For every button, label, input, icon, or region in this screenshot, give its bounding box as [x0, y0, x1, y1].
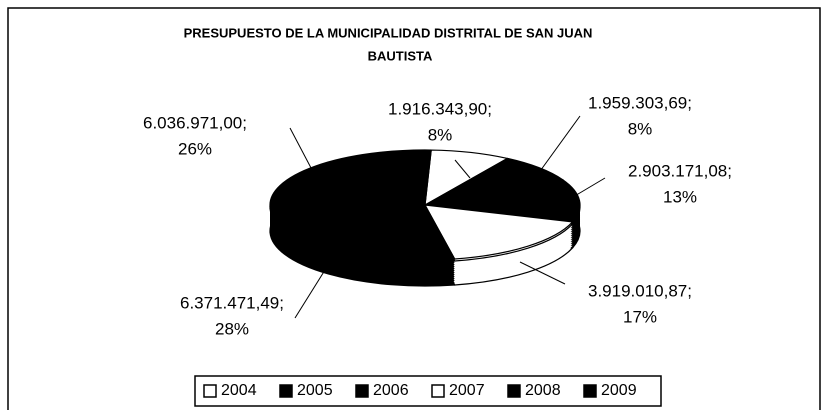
legend-label: 2008: [525, 382, 561, 399]
legend-swatch: [203, 384, 217, 398]
leader-line: [567, 177, 606, 201]
leader-line: [519, 261, 566, 285]
data-label: 28%: [215, 319, 249, 338]
data-label: 3.919.010,87;: [588, 281, 692, 300]
data-label: 1.916.343,90;: [388, 99, 492, 118]
data-label: 8%: [428, 125, 453, 144]
chart-title: BAUTISTA: [368, 48, 433, 63]
slice: [269, 149, 432, 208]
data-label: 2.903.171,08;: [628, 161, 732, 180]
data-label: 1.959.303,69;: [588, 93, 692, 112]
legend-swatch: [355, 384, 369, 398]
data-label: 6.036.971,00;: [143, 113, 247, 132]
slice: [269, 204, 456, 261]
data-label: 8%: [628, 119, 653, 138]
leader-line: [294, 261, 331, 319]
leader-line: [529, 115, 581, 186]
data-label: 13%: [663, 187, 697, 206]
data-label: 26%: [178, 139, 212, 158]
legend-label: 2004: [221, 382, 257, 399]
legend-label: 2007: [449, 382, 485, 399]
data-label: 17%: [623, 307, 657, 326]
legend-swatch: [279, 384, 293, 398]
legend-label: 2009: [601, 382, 637, 399]
slice: [423, 204, 574, 260]
chart-title: PRESUPUESTO DE LA MUNICIPALIDAD DISTRITA…: [184, 25, 593, 40]
legend-swatch: [583, 384, 597, 398]
legend-swatch: [507, 384, 521, 398]
legend-label: 2005: [297, 382, 333, 399]
slice: [424, 179, 581, 223]
data-label: 6.371.471,49;: [180, 293, 284, 312]
leader-line: [289, 127, 321, 186]
legend-swatch: [431, 384, 445, 398]
leader-line: [454, 159, 471, 179]
legend-label: 2006: [373, 382, 409, 399]
